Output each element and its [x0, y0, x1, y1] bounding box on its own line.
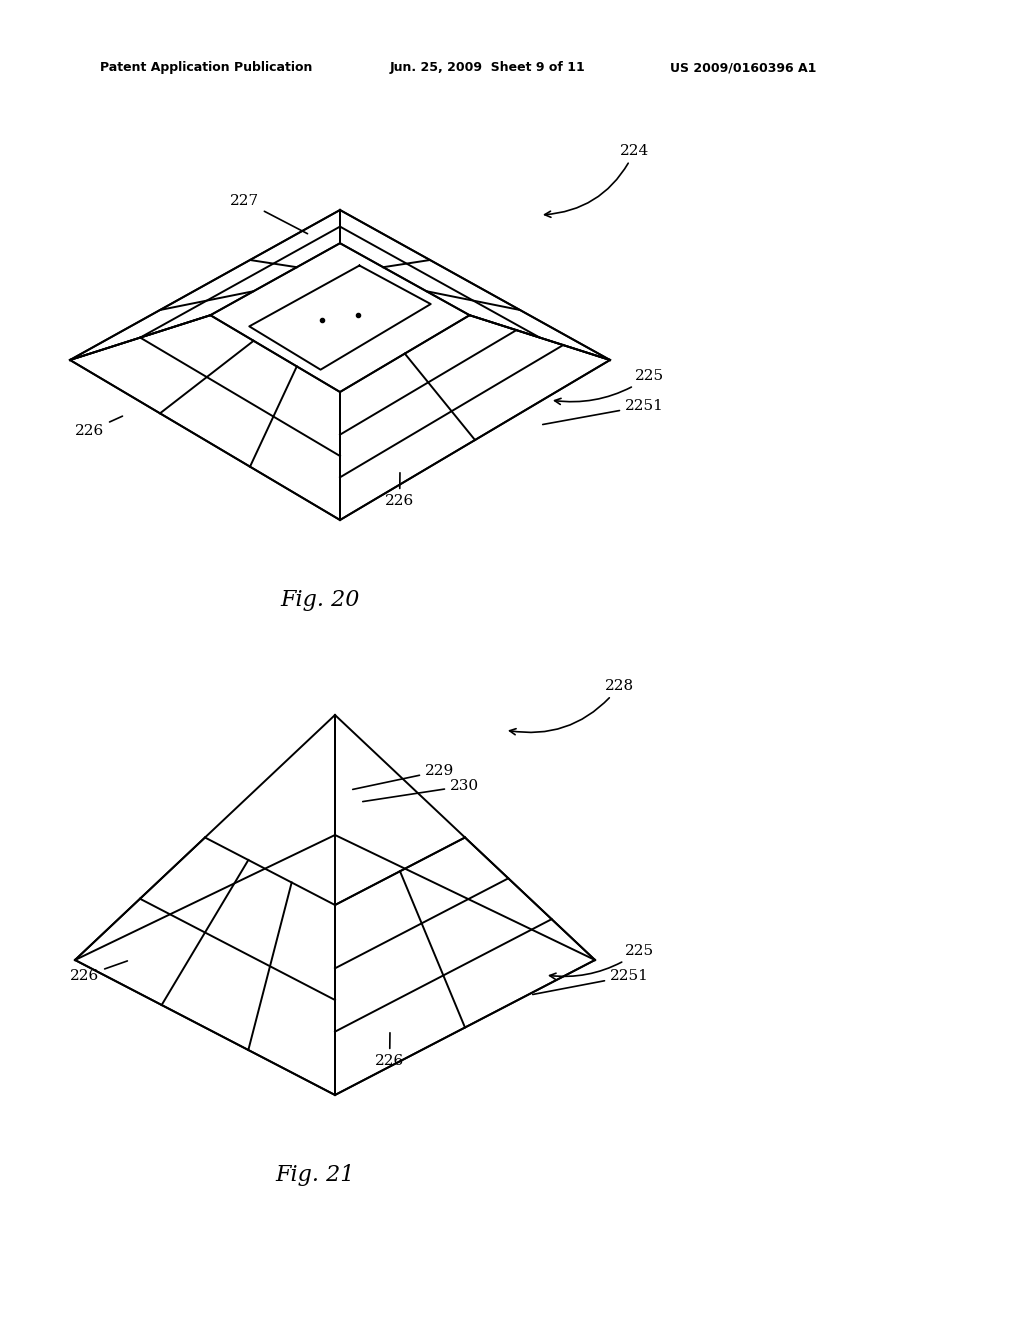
Text: 225: 225 — [555, 370, 665, 404]
Text: 226: 226 — [75, 416, 123, 438]
Text: 224: 224 — [545, 144, 649, 218]
Text: 225: 225 — [550, 944, 654, 979]
Text: 226: 226 — [70, 961, 127, 983]
Text: US 2009/0160396 A1: US 2009/0160396 A1 — [670, 62, 816, 74]
Text: 228: 228 — [510, 678, 634, 735]
Text: 229: 229 — [352, 764, 455, 789]
Text: Fig. 21: Fig. 21 — [275, 1164, 354, 1185]
Text: 2251: 2251 — [532, 969, 649, 994]
Text: 226: 226 — [375, 1032, 404, 1068]
Text: 226: 226 — [385, 473, 415, 508]
Text: Patent Application Publication: Patent Application Publication — [100, 62, 312, 74]
Text: 227: 227 — [230, 194, 307, 234]
Text: 2251: 2251 — [543, 399, 664, 425]
Text: 230: 230 — [362, 779, 479, 801]
Text: Jun. 25, 2009  Sheet 9 of 11: Jun. 25, 2009 Sheet 9 of 11 — [390, 62, 586, 74]
Text: Fig. 20: Fig. 20 — [281, 589, 359, 611]
